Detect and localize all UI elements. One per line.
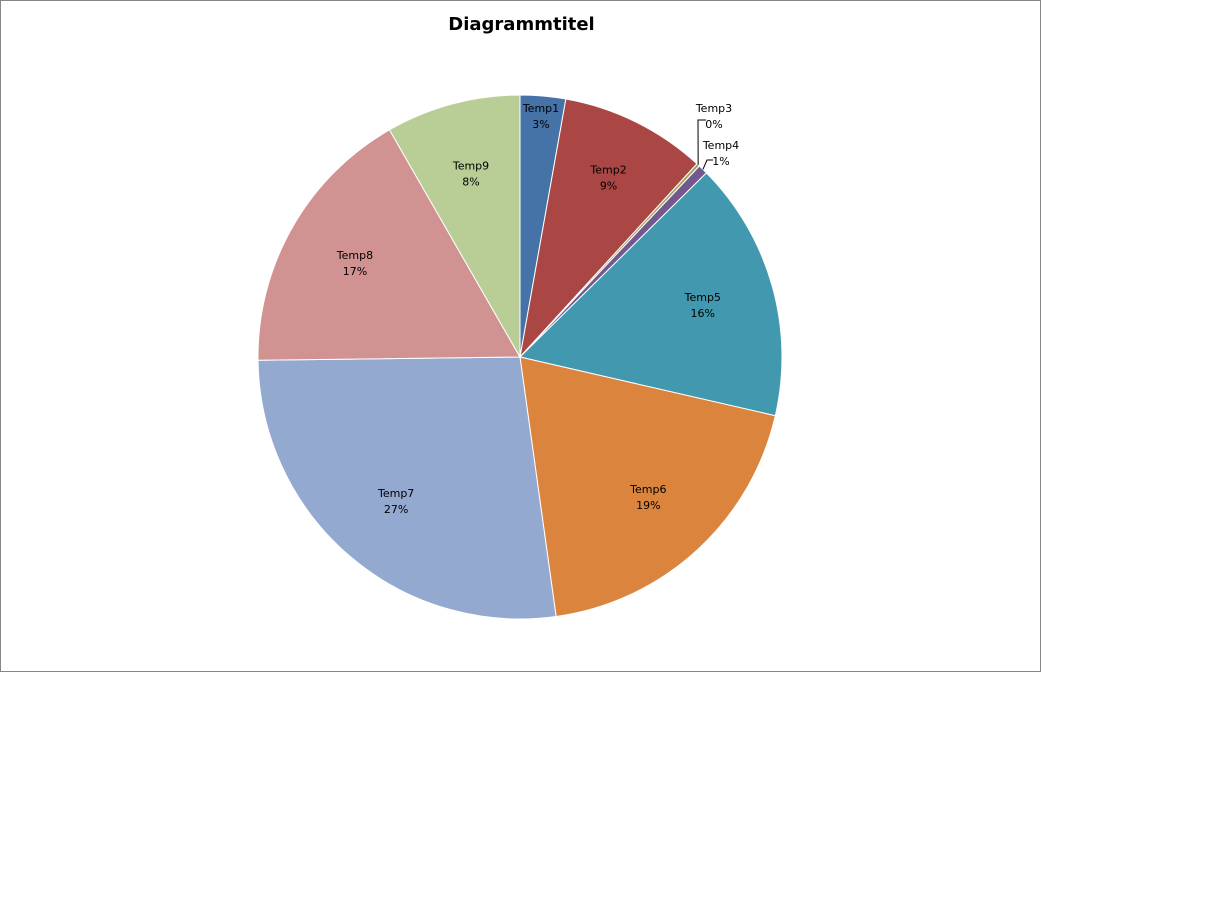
data-label-name: Temp7 bbox=[377, 487, 414, 500]
data-label-percent: 9% bbox=[600, 180, 617, 193]
data-label-name: Temp9 bbox=[452, 159, 489, 172]
pie-slice-temp8 bbox=[257, 129, 521, 361]
data-label-name: Temp6 bbox=[629, 483, 666, 496]
data-label-name: Temp4 bbox=[702, 139, 739, 152]
chart-title: Diagrammtitel bbox=[448, 14, 595, 35]
data-label-name: Temp2 bbox=[589, 164, 626, 177]
pie-slice-temp7 bbox=[257, 356, 557, 620]
data-label-percent: 17% bbox=[343, 265, 367, 278]
pie-slice-temp5 bbox=[519, 172, 783, 417]
leader-line-temp3 bbox=[697, 119, 706, 165]
data-label-percent: 27% bbox=[384, 503, 408, 516]
data-label-name: Temp5 bbox=[684, 291, 721, 304]
data-label-percent: 0% bbox=[705, 118, 722, 131]
data-label-percent: 3% bbox=[532, 118, 549, 131]
data-label-name: Temp8 bbox=[336, 249, 373, 262]
leader-line-temp4 bbox=[702, 159, 713, 170]
data-label-percent: 1% bbox=[712, 155, 729, 168]
pie-slice-temp9 bbox=[388, 94, 521, 359]
data-label-percent: 16% bbox=[691, 307, 715, 320]
pie-slice-temp2 bbox=[519, 98, 698, 359]
data-label-name: Temp1 bbox=[522, 102, 559, 115]
data-label-percent: 19% bbox=[636, 499, 660, 512]
pie-slice-temp6 bbox=[519, 356, 776, 618]
data-label-name: Temp3 bbox=[695, 102, 732, 115]
data-label-percent: 8% bbox=[462, 175, 479, 188]
